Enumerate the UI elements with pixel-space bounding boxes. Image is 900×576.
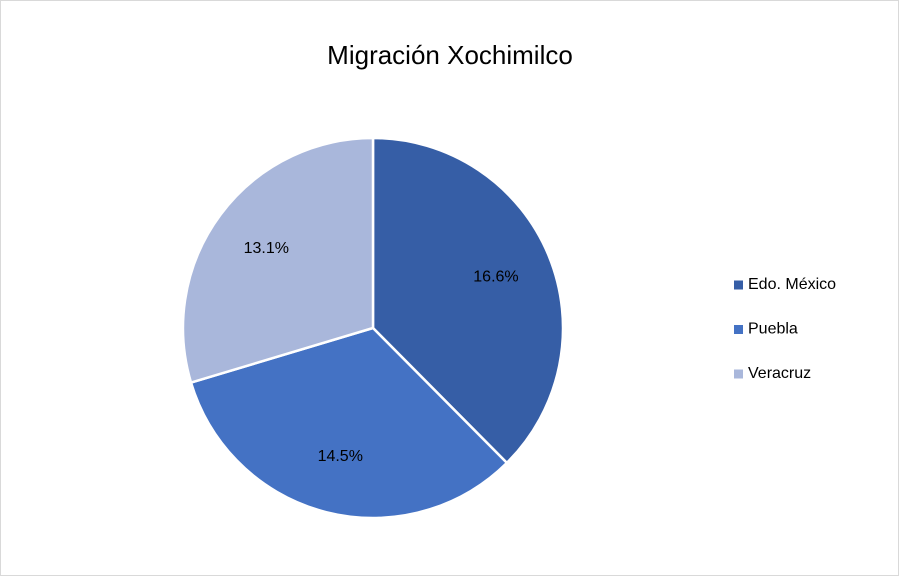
legend-swatch xyxy=(734,280,743,290)
legend-swatch xyxy=(734,369,743,379)
legend-label: Veracruz xyxy=(748,365,811,382)
legend-label: Puebla xyxy=(748,321,798,338)
legend-swatch xyxy=(734,325,743,334)
legend-label: Edo. México xyxy=(748,276,836,293)
chart-title: Migración Xochimilco xyxy=(327,40,573,70)
pie-slice xyxy=(371,136,565,465)
pie-slice xyxy=(189,326,509,520)
data-label: 13.1% xyxy=(244,240,289,257)
data-label: 16.6% xyxy=(473,269,518,286)
data-label: 14.5% xyxy=(318,448,363,465)
pie-slice xyxy=(181,136,375,385)
